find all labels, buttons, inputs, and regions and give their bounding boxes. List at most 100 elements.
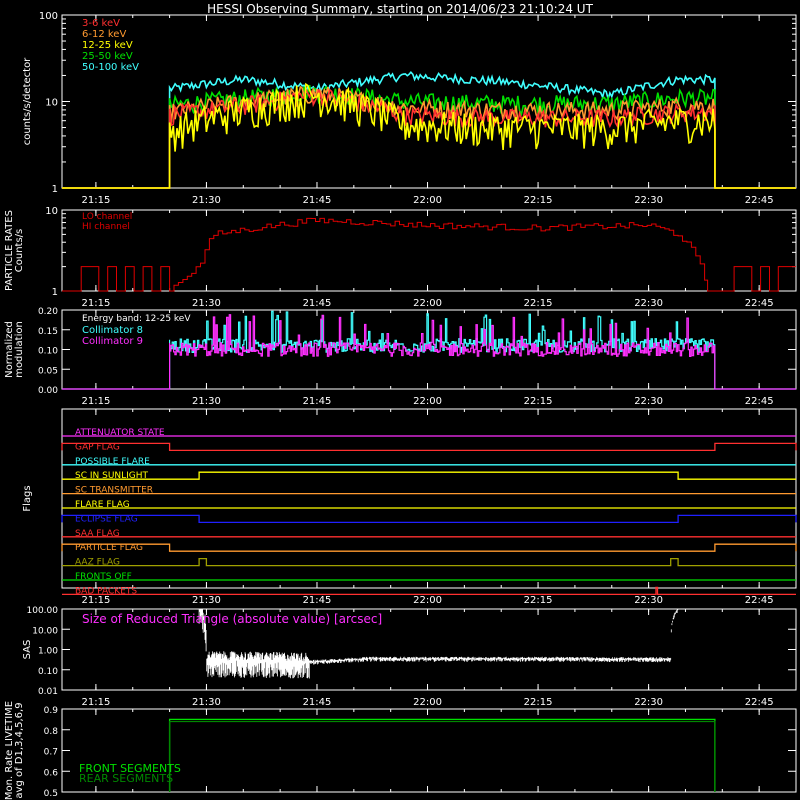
x-tick-label: 22:00 — [413, 195, 442, 206]
flag-label: POSSIBLE FLARE — [75, 457, 150, 467]
x-tick-label: 22:15 — [524, 195, 553, 206]
y-tick-label: 0.20 — [38, 307, 58, 317]
livetime-line-0 — [168, 718, 716, 792]
y-axis-label-part: Counts/s — [14, 229, 25, 273]
x-tick-label: 22:00 — [413, 298, 442, 309]
y-tick-label: 0.05 — [38, 366, 58, 376]
flag-label: ATTENUATOR STATE — [75, 428, 165, 438]
flag-line-9 — [62, 557, 796, 567]
legend-entry: REAR SEGMENTS — [79, 772, 173, 785]
flag-label: PARTICLE FLAG — [75, 543, 143, 553]
legend-entry: 25-50 keV — [82, 51, 133, 62]
y-axis-label-part: Mon. Rate LIVETIME — [4, 701, 15, 800]
y-tick-label: 1 — [52, 287, 58, 298]
flag-label: FRONTS OFF — [75, 572, 132, 582]
x-tick-label: 21:15 — [81, 595, 110, 606]
sas-trace — [198, 609, 679, 679]
y-tick-label: 100.00 — [27, 606, 59, 616]
flag-label: BAD PACKETS — [75, 586, 137, 596]
x-tick-label: 22:30 — [634, 595, 663, 606]
flag-line-1 — [61, 442, 797, 452]
flag-label: ECLIPSE FLAG — [75, 514, 138, 524]
x-tick-label: 21:45 — [303, 298, 332, 309]
y-tick-label: 0.10 — [38, 347, 58, 357]
x-tick-label: 22:45 — [745, 697, 774, 708]
x-tick-label: 22:30 — [634, 195, 663, 206]
y-axis-label: Flags — [22, 485, 33, 511]
y-tick-label: 0.10 — [38, 667, 58, 677]
legend-entry: HI channel — [82, 222, 130, 232]
x-tick-label: 22:45 — [745, 298, 774, 309]
x-tick-label: 21:45 — [303, 195, 332, 206]
flag-label: FLARE FLAG — [75, 500, 130, 510]
x-tick-label: 22:30 — [634, 697, 663, 708]
x-tick-label: 21:15 — [81, 298, 110, 309]
flag-line-8 — [61, 543, 797, 552]
y-tick-label: 0.8 — [44, 727, 59, 737]
x-tick-label: 22:00 — [413, 697, 442, 708]
x-tick-label: 22:00 — [413, 595, 442, 606]
y-tick-label: 0.01 — [38, 687, 58, 697]
x-tick-label: 21:45 — [303, 595, 332, 606]
y-tick-label: 0.5 — [44, 789, 58, 799]
x-tick-label: 22:15 — [524, 595, 553, 606]
y-tick-label: 0.6 — [44, 768, 59, 778]
panel-frame-3 — [61, 408, 797, 589]
legend-entry: 50-100 keV — [82, 62, 139, 73]
series-line-3 — [62, 84, 796, 189]
series-line-4 — [62, 70, 796, 189]
y-axis-label-part: PARTICLE RATES — [4, 210, 15, 291]
x-tick-label: 22:15 — [524, 396, 553, 407]
x-tick-label: 21:45 — [303, 396, 332, 407]
legend-entry: 3-6 keV — [82, 18, 120, 29]
x-tick-label: 22:45 — [745, 396, 774, 407]
y-tick-label: 0.7 — [44, 748, 58, 758]
flag-label: SC TRANSMITTER — [75, 486, 153, 496]
x-tick-label: 22:15 — [524, 697, 553, 708]
flag-label: SAA FLAG — [75, 529, 120, 539]
x-tick-label: 21:15 — [81, 195, 110, 206]
y-axis-label-part: avg of D1,3,4,5,6,9 — [14, 702, 25, 798]
legend-entry: Collimator 9 — [82, 336, 143, 347]
x-tick-label: 21:45 — [303, 697, 332, 708]
legend-entry: FRONT SEGMENTS — [79, 762, 181, 775]
y-tick-label: 100 — [39, 11, 58, 22]
x-tick-label: 22:45 — [745, 595, 774, 606]
flag-label: AAZ FLAG — [75, 558, 120, 568]
flag-line-11 — [62, 586, 796, 596]
y-tick-label: 0.9 — [44, 706, 59, 716]
flag-line-3 — [62, 471, 796, 480]
flag-label: SC IN SUNLIGHT — [75, 471, 149, 481]
chart-title: HESSI Observing Summary, starting on 201… — [207, 2, 593, 16]
legend-entry: 12-25 keV — [82, 40, 133, 51]
y-axis-label: SAS — [22, 640, 33, 660]
y-axis-label-part: Normalized — [4, 321, 15, 378]
y-tick-label: 0.15 — [38, 327, 58, 337]
legend-entry: Collimator 8 — [82, 325, 143, 336]
modulation-line-1 — [62, 314, 796, 390]
x-tick-label: 22:30 — [634, 396, 663, 407]
legend-entry: 6-12 keV — [82, 29, 126, 40]
x-tick-label: 21:30 — [192, 396, 221, 407]
x-tick-label: 22:00 — [413, 396, 442, 407]
flag-line-6 — [61, 514, 797, 524]
x-tick-label: 22:30 — [634, 298, 663, 309]
x-tick-label: 21:30 — [192, 595, 221, 606]
x-tick-label: 22:45 — [745, 195, 774, 206]
x-tick-label: 21:30 — [192, 298, 221, 309]
y-axis-label: counts/s/detector — [22, 57, 33, 145]
y-tick-label: 1 — [52, 184, 58, 195]
x-tick-label: 22:15 — [524, 298, 553, 309]
legend-title: Energy band: 12-25 keV — [82, 314, 191, 324]
series-line-2 — [62, 82, 796, 189]
legend-entry: LO channel — [82, 212, 132, 222]
particle-rate-line — [62, 217, 796, 292]
x-tick-label: 21:30 — [192, 697, 221, 708]
panel-frame-1 — [61, 209, 797, 292]
y-tick-label: 0.00 — [38, 386, 58, 396]
y-tick-label: 10 — [45, 206, 58, 217]
y-axis-label-part: modulation — [14, 321, 25, 378]
y-tick-label: 1.00 — [38, 647, 58, 657]
x-tick-label: 21:15 — [81, 697, 110, 708]
